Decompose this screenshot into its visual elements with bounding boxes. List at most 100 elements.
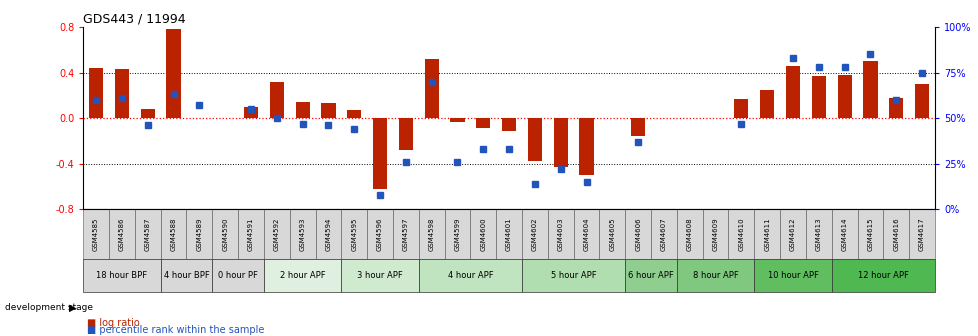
Bar — [321, 103, 335, 118]
Bar — [625, 209, 650, 259]
Bar — [166, 29, 181, 118]
Text: ■ log ratio: ■ log ratio — [87, 318, 140, 328]
Text: GSM4593: GSM4593 — [299, 217, 305, 251]
Text: 12 hour APF: 12 hour APF — [857, 271, 908, 280]
Bar — [805, 209, 831, 259]
Bar — [89, 68, 103, 118]
Text: ▶: ▶ — [68, 302, 76, 312]
Text: GSM4590: GSM4590 — [222, 217, 228, 251]
Text: GSM4597: GSM4597 — [402, 217, 409, 251]
Bar — [625, 259, 676, 292]
Bar — [160, 259, 212, 292]
Bar — [753, 209, 779, 259]
Text: GSM4600: GSM4600 — [480, 217, 486, 251]
Text: GSM4594: GSM4594 — [325, 218, 332, 251]
Bar — [264, 259, 341, 292]
Text: GSM4591: GSM4591 — [247, 217, 253, 251]
Text: 4 hour APF: 4 hour APF — [447, 271, 493, 280]
Bar — [779, 209, 805, 259]
Text: GSM4608: GSM4608 — [686, 217, 692, 251]
Text: GSM4616: GSM4616 — [892, 217, 899, 251]
Bar — [599, 209, 625, 259]
Text: 18 hour BPF: 18 hour BPF — [96, 271, 148, 280]
Text: 5 hour APF: 5 hour APF — [551, 271, 596, 280]
Text: GSM4613: GSM4613 — [815, 217, 821, 251]
Text: GSM4589: GSM4589 — [197, 217, 202, 251]
Bar — [444, 209, 469, 259]
Bar — [341, 209, 367, 259]
Bar — [469, 209, 496, 259]
Text: GSM4595: GSM4595 — [351, 218, 357, 251]
Text: GSM4609: GSM4609 — [712, 217, 718, 251]
Bar — [212, 209, 238, 259]
Bar — [186, 209, 212, 259]
Bar — [424, 59, 438, 118]
Text: GSM4603: GSM4603 — [557, 217, 563, 251]
Text: 6 hour APF: 6 hour APF — [628, 271, 673, 280]
Text: GSM4598: GSM4598 — [428, 217, 434, 251]
Bar — [244, 107, 258, 118]
Bar — [759, 90, 774, 118]
Bar — [212, 259, 264, 292]
Bar — [882, 209, 909, 259]
Text: GSM4601: GSM4601 — [506, 217, 511, 251]
Bar — [863, 61, 876, 118]
Text: 4 hour BPF: 4 hour BPF — [163, 271, 209, 280]
Text: GSM4596: GSM4596 — [377, 217, 382, 251]
Bar — [496, 209, 521, 259]
Bar — [83, 209, 109, 259]
Bar — [315, 209, 341, 259]
Text: GSM4612: GSM4612 — [789, 217, 795, 251]
Bar — [548, 209, 573, 259]
Text: GSM4604: GSM4604 — [583, 217, 589, 251]
Bar — [579, 118, 593, 175]
Bar — [831, 209, 857, 259]
Bar — [888, 97, 903, 118]
Bar — [728, 209, 753, 259]
Bar — [702, 209, 728, 259]
Bar — [264, 209, 289, 259]
Bar — [367, 209, 392, 259]
Text: GSM4587: GSM4587 — [145, 217, 151, 251]
Bar — [114, 69, 129, 118]
Bar — [650, 209, 676, 259]
Bar — [502, 118, 515, 131]
Bar — [573, 209, 599, 259]
Bar — [238, 209, 264, 259]
Bar — [521, 259, 625, 292]
Text: GSM4610: GSM4610 — [737, 217, 743, 251]
Bar — [753, 259, 831, 292]
Bar — [836, 75, 851, 118]
Text: GSM4592: GSM4592 — [274, 218, 280, 251]
Text: 10 hour APF: 10 hour APF — [767, 271, 818, 280]
Bar — [831, 259, 934, 292]
Text: GSM4607: GSM4607 — [660, 217, 666, 251]
Text: GSM4605: GSM4605 — [608, 217, 615, 251]
Text: GSM4588: GSM4588 — [170, 217, 176, 251]
Text: GSM4599: GSM4599 — [454, 217, 460, 251]
Text: GSM4586: GSM4586 — [118, 217, 125, 251]
Text: 2 hour APF: 2 hour APF — [280, 271, 325, 280]
Text: ■ percentile rank within the sample: ■ percentile rank within the sample — [87, 325, 264, 335]
Bar — [631, 118, 645, 136]
Bar — [419, 209, 444, 259]
Text: GDS443 / 11994: GDS443 / 11994 — [83, 13, 186, 26]
Bar — [521, 209, 548, 259]
Bar — [676, 209, 702, 259]
Bar — [450, 118, 465, 122]
Bar — [83, 259, 160, 292]
Bar — [419, 259, 521, 292]
Text: GSM4614: GSM4614 — [841, 217, 847, 251]
Text: GSM4606: GSM4606 — [635, 217, 641, 251]
Text: GSM4585: GSM4585 — [93, 218, 99, 251]
Bar — [295, 102, 309, 118]
Text: GSM4602: GSM4602 — [531, 217, 537, 251]
Text: 3 hour APF: 3 hour APF — [357, 271, 403, 280]
Bar — [160, 209, 186, 259]
Text: 0 hour PF: 0 hour PF — [218, 271, 258, 280]
Bar — [914, 84, 928, 118]
Text: GSM4611: GSM4611 — [764, 217, 770, 251]
Bar — [289, 209, 315, 259]
Text: development stage: development stage — [5, 303, 93, 312]
Bar — [109, 209, 135, 259]
